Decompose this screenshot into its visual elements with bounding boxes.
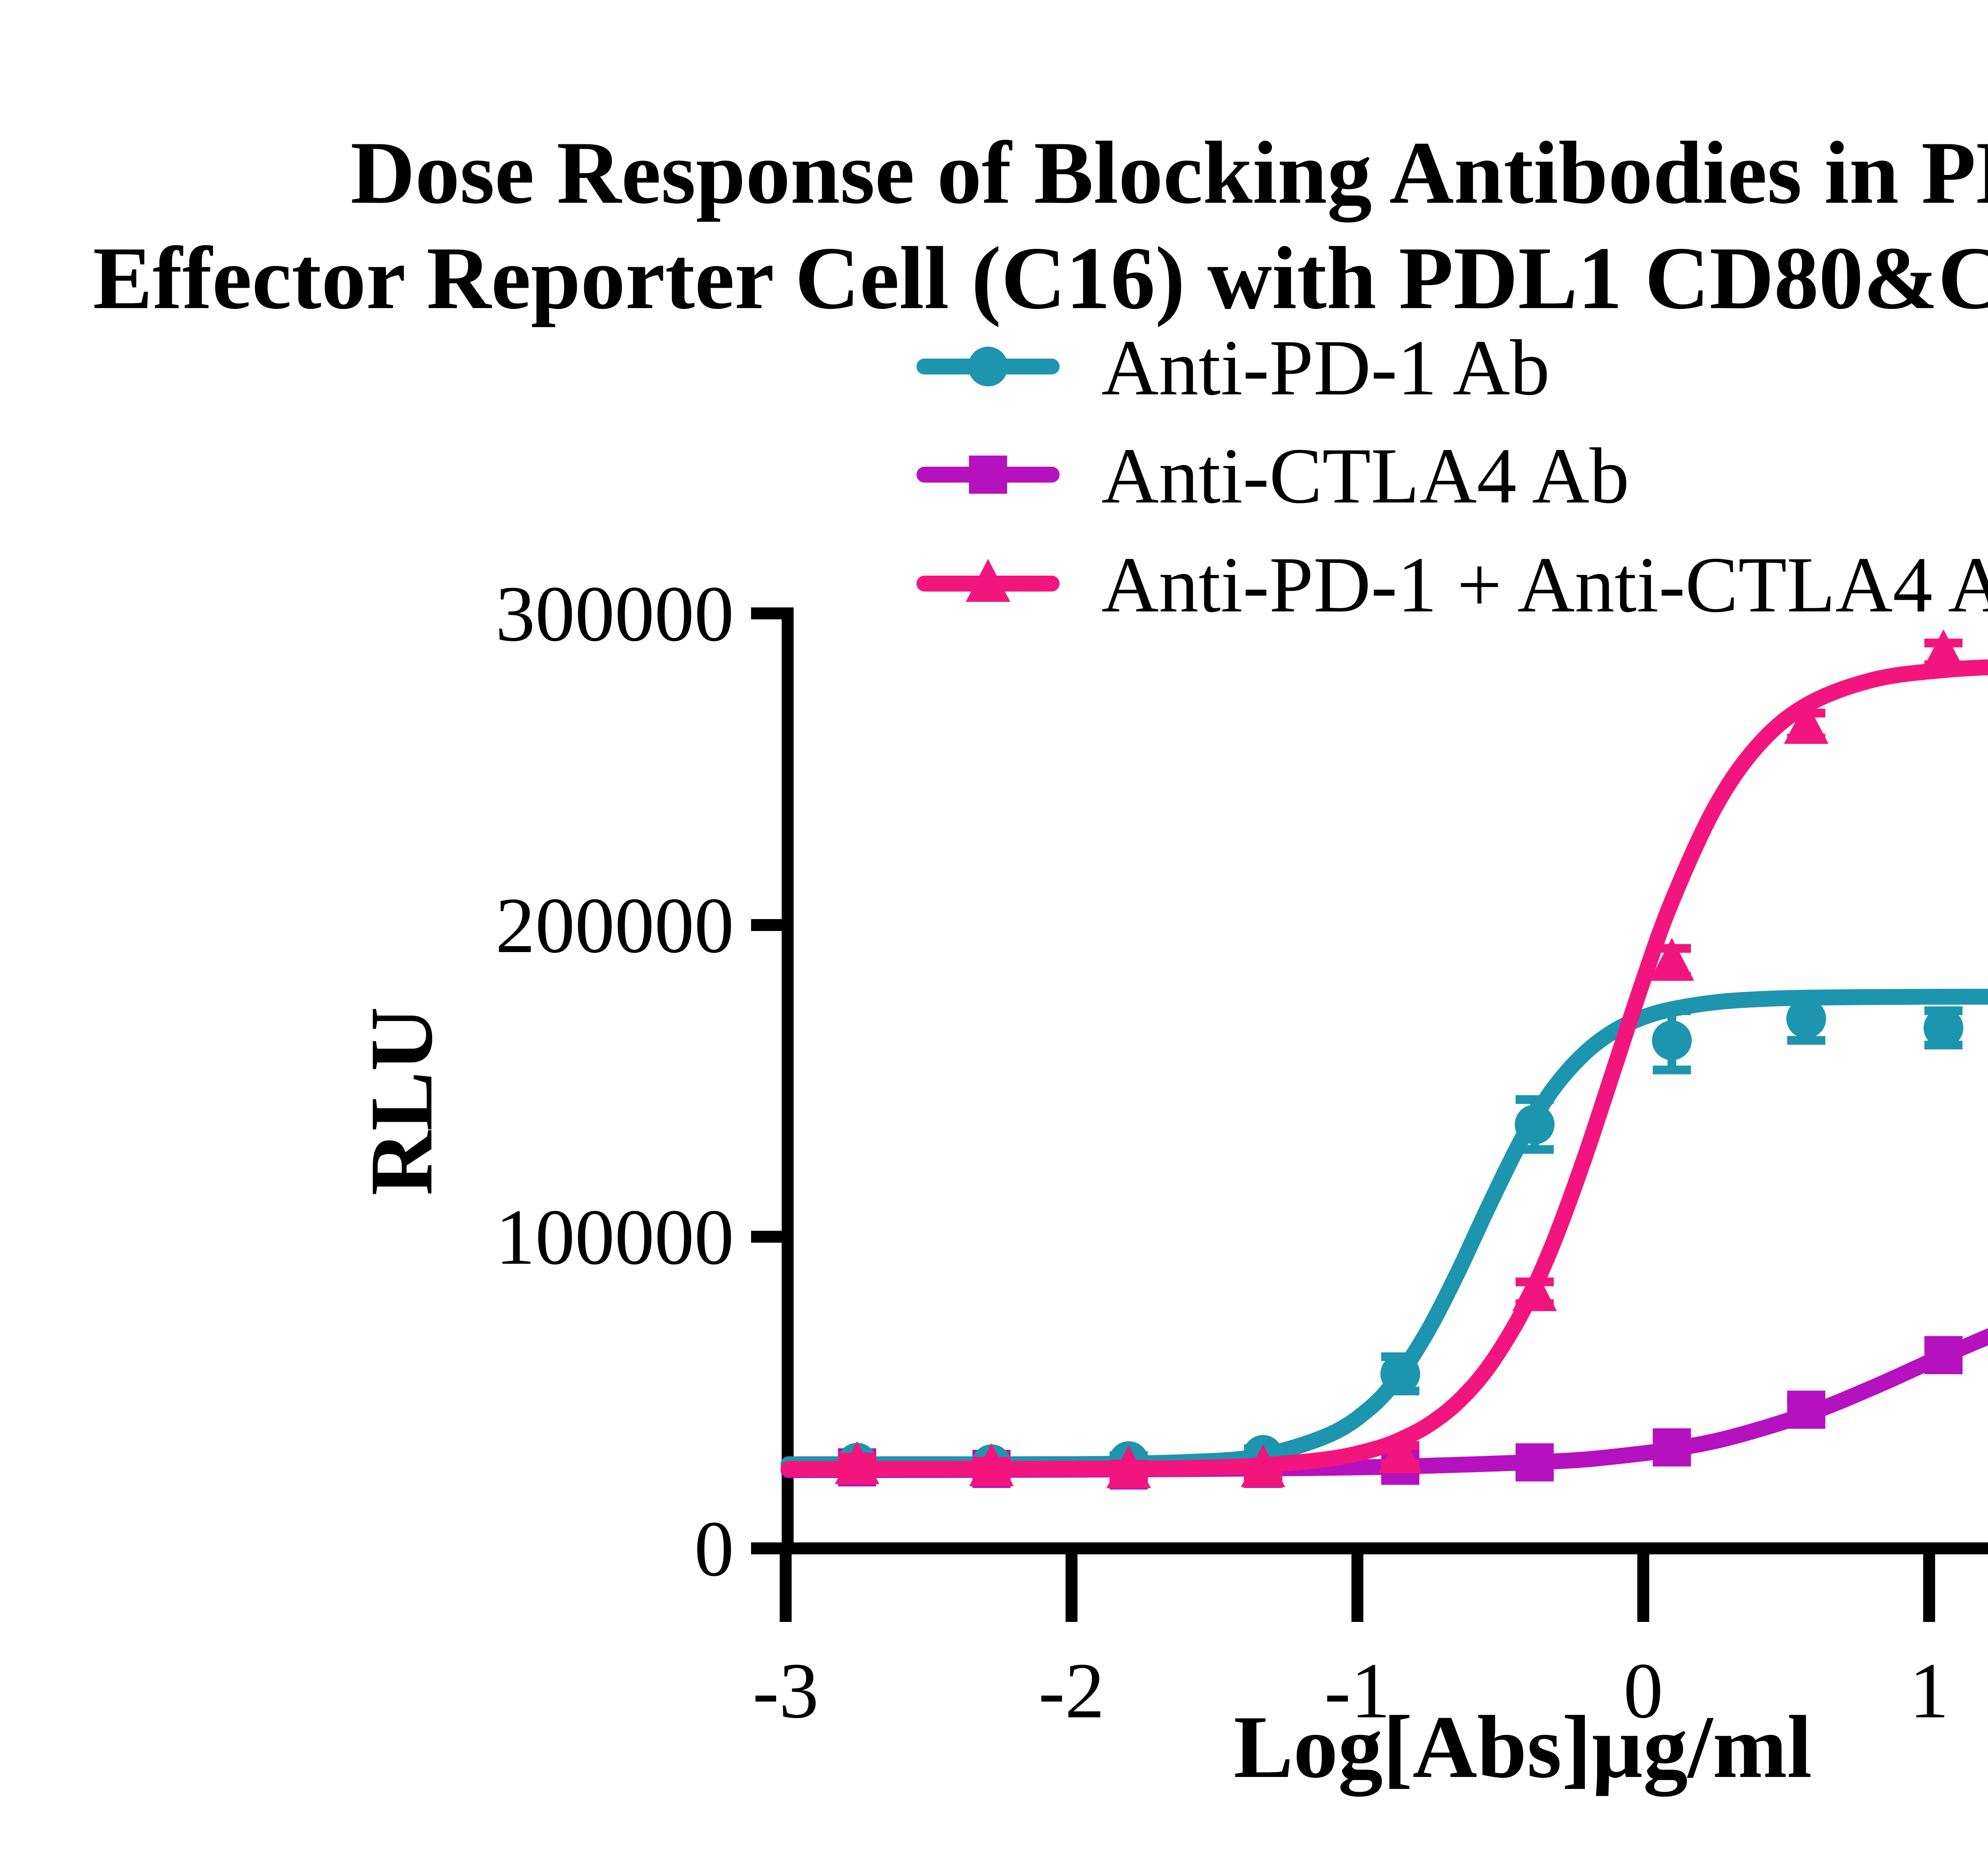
y-tick-label: 300000 [495, 570, 734, 658]
data-point-square [969, 456, 1007, 494]
data-point-triangle [1921, 629, 1966, 672]
y-axis-title: RLU [351, 1007, 451, 1195]
data-point-triangle [835, 1441, 879, 1484]
data-point-circle [968, 347, 1008, 386]
data-point-triangle [1241, 1444, 1285, 1488]
data-point-circle [1786, 999, 1826, 1039]
data-point-circle [1652, 1020, 1692, 1061]
data-point-circle [1380, 1354, 1420, 1394]
chart-title-line1: Dose Response of Blocking Antibodies in … [350, 123, 1988, 223]
y-tick-label: 200000 [495, 882, 734, 970]
data-point-circle [1514, 1104, 1555, 1144]
data-point-triangle [1378, 1430, 1423, 1473]
data-series [780, 629, 1988, 1490]
data-point-circle [1923, 1008, 1963, 1048]
data-point-square [1652, 1428, 1691, 1466]
legend-item-anti-pd1: Anti-PD-1 Ab [1101, 324, 1550, 412]
x-axis-title: Log[Abs]µg/ml [1234, 1697, 1812, 1797]
data-point-triangle [966, 559, 1010, 602]
data-point-square [1787, 1391, 1825, 1429]
y-tick-label: 0 [694, 1505, 734, 1593]
x-tick-label: 0 [1623, 1647, 1663, 1735]
legend: Anti-PD-1 Ab Anti-CTLA4 Ab Anti-PD-1 + A… [916, 324, 1988, 629]
legend-item-anti-ctla4: Anti-CTLA4 Ab [1101, 432, 1629, 520]
data-point-square [1515, 1443, 1554, 1482]
data-point-triangle [1649, 938, 1694, 981]
data-point-triangle [1784, 701, 1829, 744]
data-point-triangle [969, 1443, 1014, 1486]
x-tick-label: 1 [1909, 1647, 1949, 1735]
fit-curve [780, 659, 1988, 1477]
x-tick-label: -1 [1324, 1647, 1391, 1735]
data-point-square [1924, 1336, 1963, 1374]
x-tick-label: -3 [753, 1647, 819, 1735]
legend-markers [916, 347, 1060, 602]
y-tick-label: 100000 [495, 1193, 734, 1281]
chart-title-line2: Effector Reporter Cell (C16) with PDL1 C… [93, 228, 1988, 328]
data-point-triangle [1106, 1445, 1151, 1488]
series-anti-pd-1-anti-ctla4-abs [780, 629, 1988, 1488]
data-point-triangle [1512, 1268, 1557, 1311]
x-tick-label: -2 [1039, 1647, 1105, 1735]
legend-item-combo: Anti-PD-1 + Anti-CTLA4 Abs [1101, 541, 1988, 629]
